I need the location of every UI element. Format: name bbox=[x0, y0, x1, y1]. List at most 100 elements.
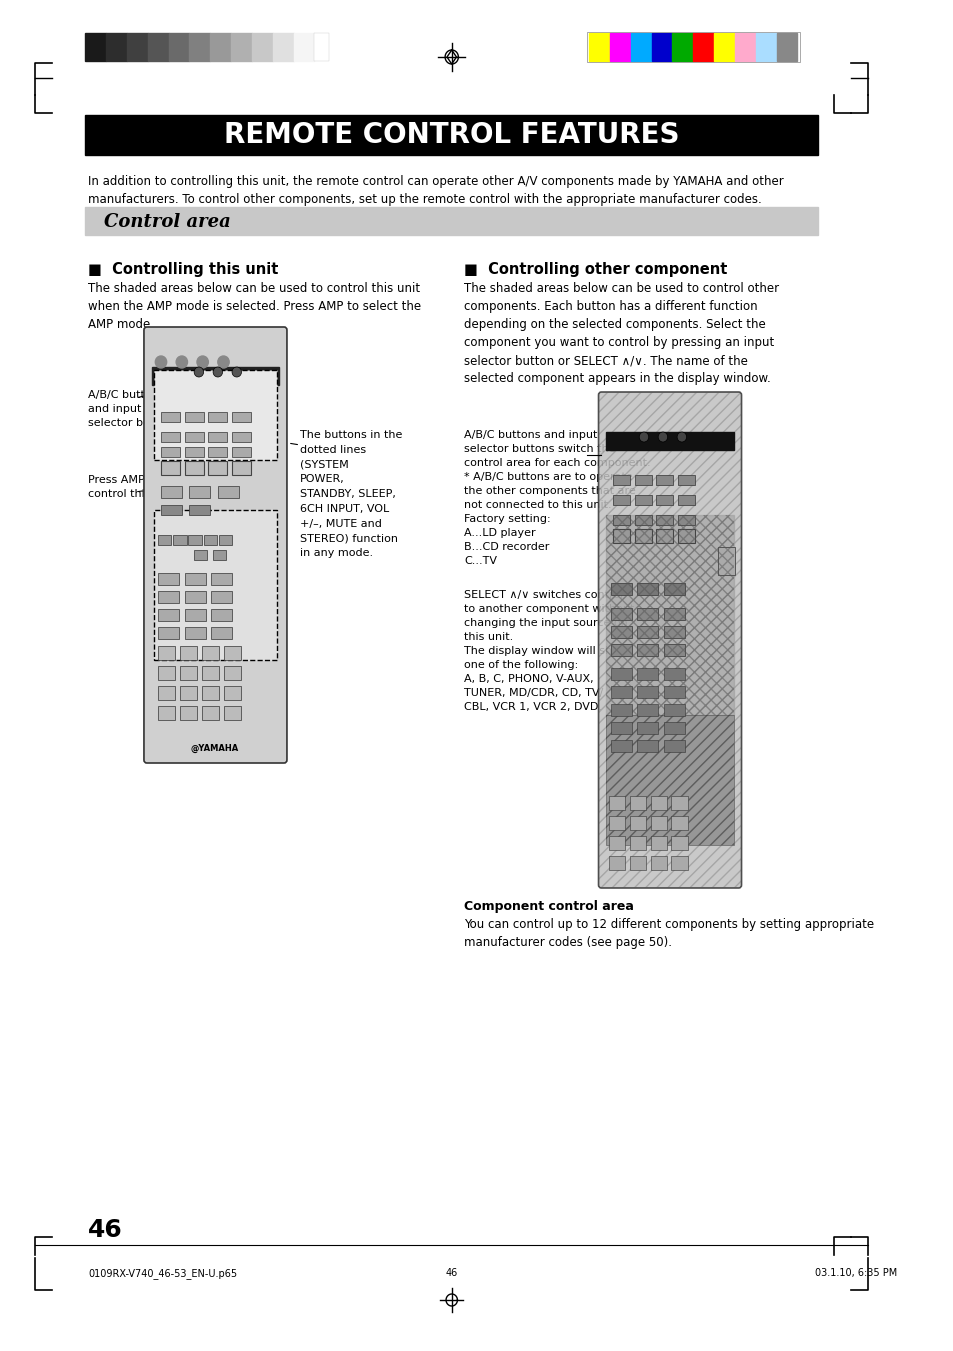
Circle shape bbox=[213, 367, 222, 377]
Bar bbox=[158, 535, 172, 544]
Bar bbox=[185, 609, 205, 621]
Bar bbox=[637, 667, 658, 680]
Text: You can control up to 12 different components by setting appropriate
manufacture: You can control up to 12 different compo… bbox=[463, 917, 873, 948]
Bar bbox=[158, 707, 175, 720]
Text: In addition to controlling this unit, the remote control can operate other A/V c: In addition to controlling this unit, th… bbox=[88, 176, 783, 205]
Bar bbox=[776, 32, 797, 61]
Bar bbox=[161, 486, 182, 499]
Bar bbox=[190, 32, 210, 61]
Text: SELECT ∧/∨ switches control
to another component without
changing the input sour: SELECT ∧/∨ switches control to another c… bbox=[463, 590, 634, 712]
Bar bbox=[755, 32, 776, 61]
Bar bbox=[610, 686, 631, 698]
Bar bbox=[605, 715, 733, 844]
Bar bbox=[232, 461, 251, 476]
Bar bbox=[629, 836, 645, 850]
FancyBboxPatch shape bbox=[154, 370, 276, 459]
Circle shape bbox=[658, 432, 667, 442]
Bar bbox=[190, 486, 210, 499]
Bar bbox=[152, 367, 279, 385]
Bar bbox=[663, 721, 684, 734]
Bar bbox=[232, 447, 251, 457]
Bar bbox=[148, 32, 169, 61]
Bar bbox=[158, 609, 179, 621]
Bar bbox=[630, 32, 651, 61]
Bar bbox=[185, 461, 203, 476]
Bar bbox=[629, 857, 645, 870]
Text: Control area: Control area bbox=[104, 213, 231, 231]
Circle shape bbox=[194, 367, 203, 377]
Bar bbox=[201, 646, 218, 661]
Bar bbox=[610, 740, 631, 753]
Text: The shaded areas below can be used to control other
components. Each button has : The shaded areas below can be used to co… bbox=[463, 282, 779, 385]
Bar bbox=[201, 707, 218, 720]
Bar bbox=[211, 609, 232, 621]
Bar bbox=[650, 836, 666, 850]
Bar bbox=[158, 573, 179, 585]
Bar bbox=[634, 515, 651, 526]
Bar bbox=[208, 432, 227, 442]
Bar bbox=[158, 666, 175, 680]
Bar bbox=[161, 461, 180, 476]
Bar bbox=[637, 721, 658, 734]
Bar bbox=[185, 447, 203, 457]
Text: 0109RX-V740_46-53_EN-U.p65: 0109RX-V740_46-53_EN-U.p65 bbox=[88, 1269, 237, 1279]
Text: The shaded areas below can be used to control this unit
when the AMP mode is sel: The shaded areas below can be used to co… bbox=[88, 282, 421, 331]
Bar bbox=[610, 584, 631, 594]
Bar bbox=[208, 447, 227, 457]
Bar bbox=[610, 721, 631, 734]
Bar bbox=[211, 573, 232, 585]
Bar bbox=[217, 486, 238, 499]
Bar bbox=[650, 796, 666, 811]
FancyBboxPatch shape bbox=[144, 327, 287, 763]
Bar bbox=[656, 530, 673, 543]
Bar bbox=[637, 704, 658, 716]
Circle shape bbox=[639, 432, 648, 442]
Text: 46: 46 bbox=[445, 1269, 457, 1278]
Bar bbox=[637, 626, 658, 638]
Bar bbox=[608, 796, 624, 811]
Bar bbox=[158, 646, 175, 661]
Bar bbox=[663, 704, 684, 716]
Bar bbox=[610, 667, 631, 680]
Text: Component control area: Component control area bbox=[463, 900, 633, 913]
Bar bbox=[713, 32, 734, 61]
Bar bbox=[612, 530, 629, 543]
Bar bbox=[194, 550, 207, 561]
Text: 03.1.10, 6:35 PM: 03.1.10, 6:35 PM bbox=[815, 1269, 897, 1278]
Bar bbox=[232, 412, 251, 422]
Bar bbox=[605, 515, 733, 715]
Bar bbox=[180, 707, 196, 720]
Bar bbox=[608, 816, 624, 830]
Bar bbox=[663, 644, 684, 657]
Bar bbox=[678, 476, 695, 485]
Bar bbox=[218, 535, 232, 544]
Bar bbox=[663, 740, 684, 753]
Bar bbox=[656, 476, 673, 485]
Bar bbox=[609, 32, 630, 61]
Bar bbox=[637, 608, 658, 620]
Bar bbox=[663, 667, 684, 680]
Bar bbox=[213, 550, 226, 561]
FancyBboxPatch shape bbox=[598, 392, 740, 888]
Circle shape bbox=[155, 357, 167, 367]
Bar bbox=[678, 530, 695, 543]
Bar bbox=[231, 32, 252, 61]
Bar bbox=[273, 32, 294, 61]
Bar bbox=[678, 494, 695, 505]
FancyBboxPatch shape bbox=[154, 509, 276, 661]
Bar bbox=[610, 704, 631, 716]
Bar bbox=[161, 412, 180, 422]
Text: Press AMP to
control this unit.: Press AMP to control this unit. bbox=[88, 476, 179, 499]
Bar bbox=[203, 535, 216, 544]
Bar bbox=[634, 530, 651, 543]
Bar bbox=[223, 666, 240, 680]
Bar bbox=[656, 494, 673, 505]
Bar bbox=[185, 573, 205, 585]
Bar bbox=[211, 627, 232, 639]
Bar bbox=[185, 590, 205, 603]
Bar bbox=[127, 32, 148, 61]
Bar bbox=[180, 686, 196, 700]
Text: ■  Controlling this unit: ■ Controlling this unit bbox=[88, 262, 278, 277]
Bar bbox=[637, 584, 658, 594]
Bar bbox=[208, 461, 227, 476]
